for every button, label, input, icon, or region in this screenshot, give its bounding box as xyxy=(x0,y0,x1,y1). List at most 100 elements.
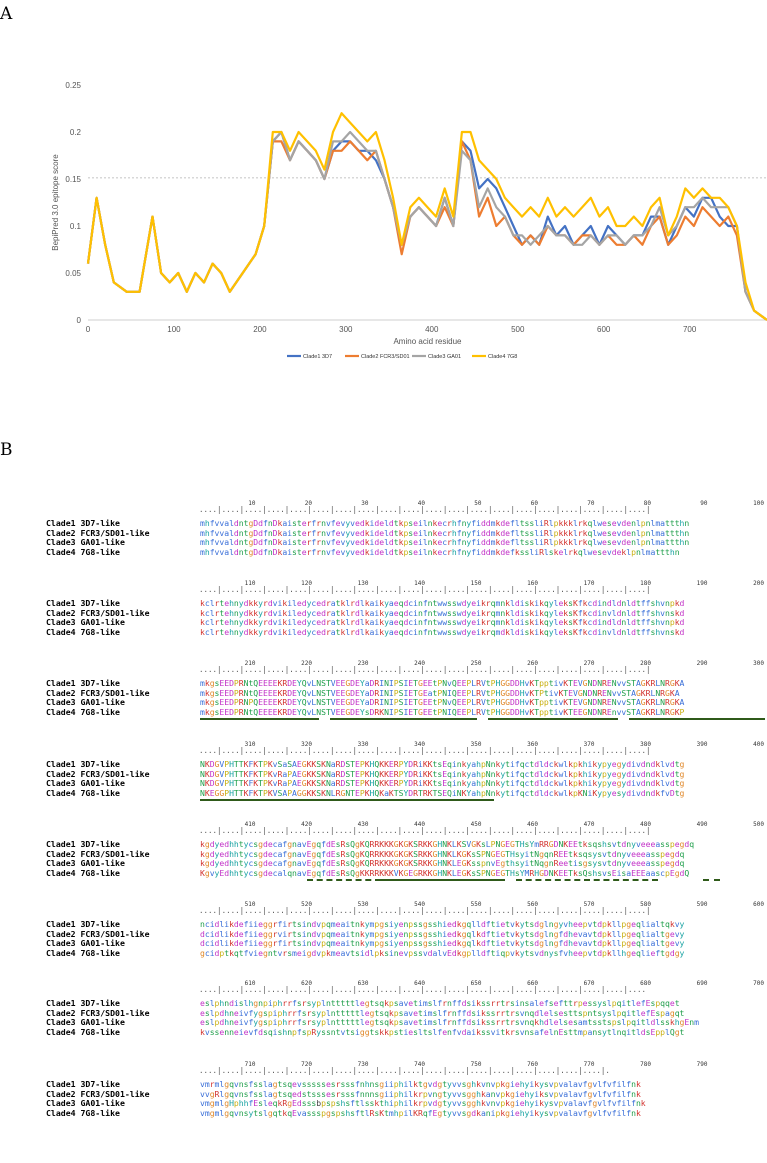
sequence-row: NKDGVPHTTKFKTPKvRaPAEGKKSKNaRDSTEPKHQKKE… xyxy=(200,768,685,779)
position-number: 770 xyxy=(583,1061,595,1068)
epitope-underline xyxy=(307,879,381,881)
position-number: 430 xyxy=(357,821,369,828)
sequence-label: Clade1 3D7-like xyxy=(46,518,120,528)
position-number: 660 xyxy=(527,980,538,987)
y-axis-label: BepiPred 3.0 epitope score xyxy=(51,154,60,251)
sequence-label: Clade1 3D7-like xyxy=(46,678,120,688)
sequence-row: kclrtehnydkkyrdvikiledycedratklrdlkaikya… xyxy=(200,598,685,608)
position-number: 380 xyxy=(640,741,651,748)
sequence-label: Clade2 FCR3/SD01-like xyxy=(46,607,150,618)
epitope-underline xyxy=(488,718,619,720)
chart-legend: Clade1 3D7 Clade2 FCR3/SD01 Clade3 GA01 Cla… xyxy=(287,354,517,360)
position-number: 360 xyxy=(527,741,538,748)
legend-label: Clade4 7G8 xyxy=(488,354,517,360)
position-number: 650 xyxy=(470,980,482,987)
x-tick-label: 600 xyxy=(597,325,611,334)
position-number: 290 xyxy=(696,660,708,667)
position-number: 740 xyxy=(414,1061,425,1068)
position-number: 470 xyxy=(583,821,595,828)
sequence-row: kgdyedhhtycsgdecafgnavEgqfdEsRsQgKQRRKKK… xyxy=(200,848,685,859)
position-number: 790 xyxy=(696,1061,708,1068)
sequence-label: Clade2 FCR3/SD01-like xyxy=(46,1088,150,1099)
position-number: 460 xyxy=(527,821,538,828)
sequence-row: eslpdhneivfygspiphrrfsrsyplntttttlegtsqk… xyxy=(200,1017,699,1027)
sequence-label: Clade3 GA01-like xyxy=(46,778,125,788)
position-number: 320 xyxy=(301,741,312,748)
position-number: 180 xyxy=(640,580,651,587)
sequence-label: Clade2 FCR3/SD01-like xyxy=(46,768,150,779)
position-number: 370 xyxy=(583,741,595,748)
series-line-4 xyxy=(86,112,767,321)
position-number: 200 xyxy=(753,580,764,587)
sequence-label: Clade2 FCR3/SD01-like xyxy=(46,848,150,859)
position-number: 780 xyxy=(640,1061,651,1068)
sequence-label: Clade1 3D7-like xyxy=(46,998,120,1008)
position-number: 50 xyxy=(474,500,482,507)
position-number: 310 xyxy=(244,741,256,748)
chart-axes: 0 0.05 0.1 0.15 0.2 0.25 0 100 200 300 400 500 600 70… xyxy=(65,81,767,334)
position-number: 450 xyxy=(470,821,482,828)
sequence-label: Clade4 7G8-like xyxy=(46,1026,120,1037)
sequence-row: kgdyedhhtycsgdecafgnavEgqfdEsRsQgKQRRKKK… xyxy=(200,858,685,868)
sequence-row: vmgmlgHphhfEsleqkRgEdsssbpspshsftlsskthi… xyxy=(200,1098,646,1108)
x-tick-label: 200 xyxy=(253,325,267,334)
position-number: 220 xyxy=(301,660,312,667)
position-number: 600 xyxy=(753,901,764,908)
sequence-label: Clade2 FCR3/SD01-like xyxy=(46,928,150,939)
position-number: 510 xyxy=(244,901,256,908)
x-axis-label: Amino acid residue xyxy=(393,337,462,346)
epitope-underline xyxy=(380,879,506,881)
position-number: 710 xyxy=(244,1061,256,1068)
sequence-row: mkgsEEDPRNtQEEEEKRDEYQvLNSTVEEGDEYaDRINI… xyxy=(200,678,685,688)
alignment-ruler: ....|....|....|....|....|....|....|....|… xyxy=(199,1066,610,1075)
sequence-label: Clade4 7G8-like xyxy=(46,867,120,878)
position-number: 210 xyxy=(244,660,256,667)
position-number: 250 xyxy=(470,660,482,667)
position-number: 260 xyxy=(527,660,538,667)
position-number: 150 xyxy=(470,580,482,587)
y-tick-label: 0.1 xyxy=(70,222,82,231)
sequence-row: mkgsEEDPRNPQEEEEKRDEYQvLNSTVEEGDEYaDRINI… xyxy=(200,697,685,707)
position-number: 390 xyxy=(696,741,708,748)
sequence-row: mkgsEEDPRNtQEEEEKRDEYQvLNSTVEEGDEYsDRKNI… xyxy=(200,706,685,717)
sequence-label: Clade1 3D7-like xyxy=(46,839,120,849)
sequence-label: Clade2 FCR3/SD01-like xyxy=(46,687,150,698)
x-tick-label: 300 xyxy=(339,325,353,334)
sequence-label: Clade2 FCR3/SD01-like xyxy=(46,527,150,538)
sequence-row: kclrtehnydkkyrdvikiledycedratklrdlkaikya… xyxy=(200,617,685,627)
position-number: 530 xyxy=(357,901,369,908)
position-number: 410 xyxy=(244,821,256,828)
position-number: 700 xyxy=(753,980,764,987)
position-number: 300 xyxy=(753,660,764,667)
sequence-label: Clade4 7G8-like xyxy=(46,787,120,798)
sequence-row: kvssenneievfdsqishnpfspRyssntvtsiggtskkp… xyxy=(200,1026,685,1037)
sequence-row: kclrtehnydkkyrdvikiledycedratklrdlkaikya… xyxy=(200,607,685,618)
position-number: 730 xyxy=(357,1061,369,1068)
panel-label-a: A xyxy=(0,4,13,24)
legend-label: Clade3 GA01 xyxy=(428,354,461,360)
sequence-row: gcidptkqtfviegntvrsmeigdvpkmeavtsidlpksi… xyxy=(200,947,685,958)
legend-label: Clade2 FCR3/SD01 xyxy=(361,354,410,360)
position-number: 620 xyxy=(301,980,312,987)
sequence-row: dcidlikdefiieggrfirtsindvpqmeaitnkympgsi… xyxy=(200,938,685,948)
position-number: 560 xyxy=(527,901,538,908)
position-number: 570 xyxy=(583,901,595,908)
sequence-row: kclrtehnydkkyrdvikiledycedratklrdlkaikya… xyxy=(200,626,685,637)
position-number: 340 xyxy=(414,741,425,748)
position-number: 670 xyxy=(583,980,595,987)
position-number: 110 xyxy=(244,580,256,587)
y-tick-label: 0.2 xyxy=(70,128,82,137)
alignment-ruler: ....|....|....|....|....|....|....|....|… xyxy=(199,985,647,994)
sequence-row: vvgRlgqvnsfsslagtsqedstsssesrsssfnnnsgii… xyxy=(200,1088,641,1099)
position-number: 490 xyxy=(696,821,708,828)
x-tick-label: 100 xyxy=(167,325,181,334)
sequence-label: Clade3 GA01-like xyxy=(46,617,125,627)
position-number: 760 xyxy=(527,1061,538,1068)
alignment-ruler: ....|....|....|....|....|....|....|....|… xyxy=(199,585,651,594)
position-number: 350 xyxy=(470,741,482,748)
sequence-label: Clade4 7G8-like xyxy=(46,706,120,717)
sequence-label: Clade4 7G8-like xyxy=(46,947,120,958)
epitope-underline xyxy=(200,718,319,720)
sequence-label: Clade3 GA01-like xyxy=(46,938,125,948)
y-tick-label: 0.15 xyxy=(65,175,81,184)
